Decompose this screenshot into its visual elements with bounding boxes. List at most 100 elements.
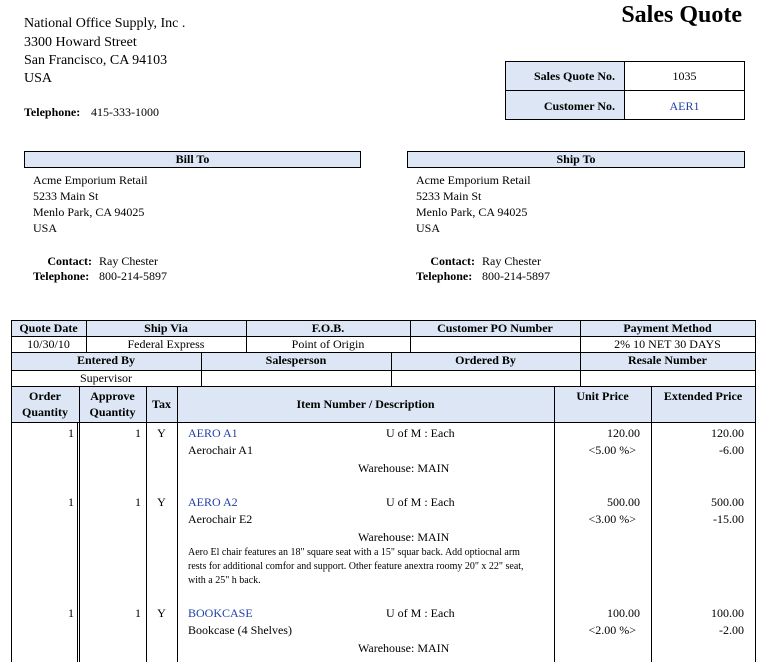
section-header	[24, 151, 361, 168]
item-number: BOOKCASE	[188, 606, 253, 620]
column-header: F.O.B.	[311, 321, 345, 335]
column-header: Salesperson	[265, 353, 327, 367]
cell	[624, 90, 745, 120]
cell	[11, 386, 80, 423]
contact-phone: 800-214-5897	[99, 269, 167, 283]
cell	[391, 370, 581, 387]
column-header: Tax	[152, 397, 171, 411]
column-header: Resale Number	[628, 353, 707, 367]
extended-price: 120.00	[711, 426, 744, 440]
doc-title: Sales Quote	[621, 2, 742, 28]
discount-amount: -15.00	[713, 512, 744, 526]
item-note: Aero El chair features an 18" square sea…	[188, 547, 524, 586]
label: Telephone:	[24, 105, 81, 119]
tax: Y	[157, 426, 166, 440]
column-header: Entered By	[76, 353, 136, 367]
approve-qty: 1	[135, 495, 141, 509]
uom: U of M : Each	[386, 426, 455, 440]
quote-number: 1035	[672, 69, 697, 83]
column-header: Approve Quantity	[89, 389, 136, 419]
column-header: Extended Price	[663, 389, 743, 403]
column-rule	[177, 422, 178, 662]
extended-price: 500.00	[711, 495, 744, 509]
order-qty: 1	[68, 606, 74, 620]
cell-value: Federal Express	[127, 337, 205, 351]
label: Customer No.	[543, 99, 615, 113]
cell	[580, 370, 756, 387]
company-address: USA	[24, 71, 53, 86]
cell	[410, 336, 581, 353]
discount-amount: -6.00	[719, 443, 744, 457]
tax: Y	[157, 606, 166, 620]
warehouse: Warehouse: MAIN	[358, 461, 450, 475]
address-line: Menlo Park, CA 94025	[33, 205, 145, 219]
cell	[651, 386, 756, 423]
company-phone: 415-333-1000	[91, 105, 159, 119]
item-description: Aerochair E2	[188, 512, 253, 526]
label: Sales Quote No.	[534, 69, 615, 83]
address-line: 5233 Main St	[33, 189, 99, 203]
cell-value: 10/30/10	[27, 337, 70, 351]
address-line: Acme Emporium Retail	[33, 173, 148, 187]
address-line: Acme Emporium Retail	[416, 173, 531, 187]
section-title: Bill To	[175, 152, 210, 166]
section-header	[407, 151, 745, 168]
item-number: AERO A2	[188, 495, 238, 509]
cell	[177, 386, 555, 423]
extended-price: 100.00	[711, 606, 744, 620]
column-rule	[651, 422, 652, 662]
warehouse: Warehouse: MAIN	[358, 530, 450, 544]
order-qty: 1	[68, 426, 74, 440]
discount: <5.00 %>	[588, 443, 636, 457]
column-header: Customer PO Number	[437, 321, 553, 335]
contact-name: Ray Chester	[482, 254, 541, 268]
label: Telephone:	[416, 269, 473, 283]
label: Contact:	[47, 254, 92, 268]
cell	[554, 386, 652, 423]
discount: <2.00 %>	[588, 623, 636, 637]
unit-price: 100.00	[607, 606, 640, 620]
approve-qty: 1	[135, 606, 141, 620]
contact-phone: 800-214-5897	[482, 269, 550, 283]
discount-amount: -2.00	[719, 623, 744, 637]
uom: U of M : Each	[386, 495, 455, 509]
cell	[505, 90, 625, 120]
column-header: Order Quantity	[21, 389, 68, 419]
approve-qty: 1	[135, 426, 141, 440]
discount: <3.00 %>	[588, 512, 636, 526]
cell-value: 2% 10 NET 30 DAYS	[614, 337, 721, 351]
column-header: Unit Price	[576, 389, 629, 403]
item-description: Bookcase (4 Shelves)	[188, 623, 292, 637]
company-address: 3300 Howard Street	[24, 35, 137, 50]
company-name: National Office Supply, Inc .	[24, 16, 186, 31]
column-header: Payment Method	[623, 321, 712, 335]
item-description: Aerochair A1	[188, 443, 253, 457]
company-address: San Francisco, CA 94103	[24, 53, 168, 68]
column-header: Ordered By	[455, 353, 516, 367]
cell	[79, 386, 147, 423]
column-header: Quote Date	[19, 321, 78, 335]
cell	[201, 370, 392, 387]
label: Telephone:	[33, 269, 90, 283]
column-header: Item Number / Description	[296, 397, 435, 411]
address-line: USA	[33, 221, 58, 235]
column-rule	[554, 422, 555, 662]
cell-value: Supervisor	[80, 371, 132, 385]
column-header: Ship Via	[144, 321, 188, 335]
address-line: Menlo Park, CA 94025	[416, 205, 528, 219]
item-number: AERO A1	[188, 426, 238, 440]
column-rule	[11, 422, 12, 662]
column-rule	[79, 422, 80, 662]
unit-price: 120.00	[607, 426, 640, 440]
column-rule	[77, 422, 78, 662]
column-rule	[146, 422, 147, 662]
address-line: USA	[416, 221, 441, 235]
label: Contact:	[430, 254, 475, 268]
unit-price: 500.00	[607, 495, 640, 509]
uom: U of M : Each	[386, 606, 455, 620]
cell-value: Point of Origin	[291, 337, 365, 351]
tax: Y	[157, 495, 166, 509]
address-line: 5233 Main St	[416, 189, 482, 203]
column-rule	[755, 422, 756, 662]
